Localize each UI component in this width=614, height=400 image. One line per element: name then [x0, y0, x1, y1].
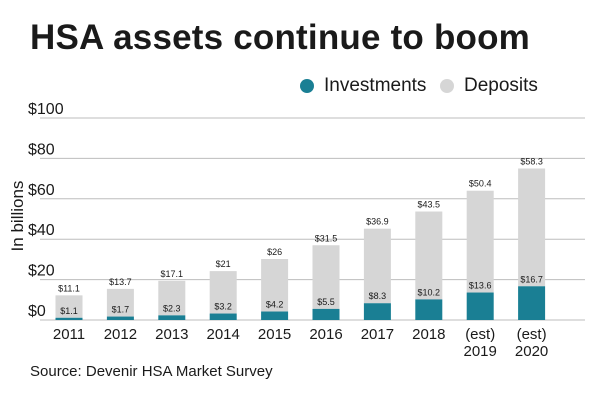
data-label-investments-6: $8.3 [369, 291, 387, 301]
bar-deposits-1 [106, 288, 134, 317]
data-label-deposits-5: $31.5 [315, 233, 338, 243]
investments-swatch [300, 79, 314, 93]
bar-deposits-2 [158, 280, 186, 316]
data-label-investments-8: $13.6 [469, 281, 492, 291]
x-tick-label-2: 2013 [155, 326, 188, 343]
source-note: Source: Devenir HSA Market Survey [30, 363, 273, 380]
data-label-deposits-2: $17.1 [161, 269, 184, 279]
bar-investments-7 [415, 299, 443, 320]
bar-deposits-0 [55, 295, 83, 318]
x-tick-label-8: (est) 2019 [464, 326, 497, 360]
bar-deposits-8 [466, 190, 494, 293]
x-tick-label-0: 2011 [53, 326, 85, 343]
deposits-swatch [440, 79, 454, 93]
data-label-deposits-3: $21 [216, 259, 231, 269]
bar-deposits-9 [518, 168, 546, 287]
x-tick-label-9: (est) 2020 [515, 326, 548, 360]
data-label-deposits-0: $11.1 [58, 283, 80, 293]
data-label-deposits-6: $36.9 [366, 217, 389, 227]
bar-investments-4 [261, 311, 289, 320]
bar-investments-6 [363, 303, 391, 320]
x-tick-label-1: 2012 [104, 326, 137, 343]
data-label-investments-0: $1.1 [60, 306, 78, 316]
legend-label-deposits: Deposits [464, 75, 538, 96]
y-tick-label-80: $80 [28, 141, 55, 158]
y-tick-label-0: $0 [28, 303, 46, 320]
bar-investments-5 [312, 308, 340, 320]
y-tick-label-40: $40 [28, 222, 55, 239]
bar-investments-1 [106, 316, 134, 320]
x-tick-label-4: 2015 [258, 326, 291, 343]
y-tick-label-20: $20 [28, 263, 55, 280]
data-label-investments-5: $5.5 [317, 297, 335, 307]
bar-investments-8 [466, 292, 494, 320]
x-tick-label-5: 2016 [309, 326, 342, 343]
data-label-investments-2: $2.3 [163, 303, 181, 313]
bar-investments-2 [158, 315, 186, 320]
bar-deposits-3 [209, 271, 237, 314]
bar-deposits-7 [415, 211, 443, 300]
chart-title: HSA assets continue to boom [30, 18, 530, 57]
bar-investments-3 [209, 313, 237, 320]
data-label-investments-4: $4.2 [266, 300, 284, 310]
bar-deposits-6 [363, 228, 391, 304]
y-tick-label-60: $60 [28, 182, 55, 199]
data-label-deposits-4: $26 [267, 247, 282, 257]
legend-item-investments: Investments [300, 75, 427, 96]
x-tick-label-3: 2014 [207, 326, 240, 343]
legend-item-deposits: Deposits [440, 75, 538, 96]
x-tick-label-7: 2018 [412, 326, 445, 343]
y-tick-label-100: $100 [28, 101, 64, 118]
legend-label-investments: Investments [324, 75, 427, 96]
x-tick-label-6: 2017 [361, 326, 394, 343]
data-label-investments-9: $16.7 [520, 274, 543, 284]
data-label-investments-3: $3.2 [214, 302, 232, 312]
data-label-investments-1: $1.7 [112, 305, 130, 315]
bar-investments-9 [518, 286, 546, 320]
data-label-deposits-1: $13.7 [109, 277, 132, 287]
data-label-investments-7: $10.2 [418, 287, 441, 297]
data-label-deposits-7: $43.5 [418, 200, 441, 210]
bar-deposits-5 [312, 245, 340, 309]
data-label-deposits-9: $58.3 [520, 157, 543, 167]
bar-investments-0 [55, 317, 83, 320]
data-label-deposits-8: $50.4 [469, 179, 492, 189]
bar-deposits-4 [261, 258, 289, 312]
